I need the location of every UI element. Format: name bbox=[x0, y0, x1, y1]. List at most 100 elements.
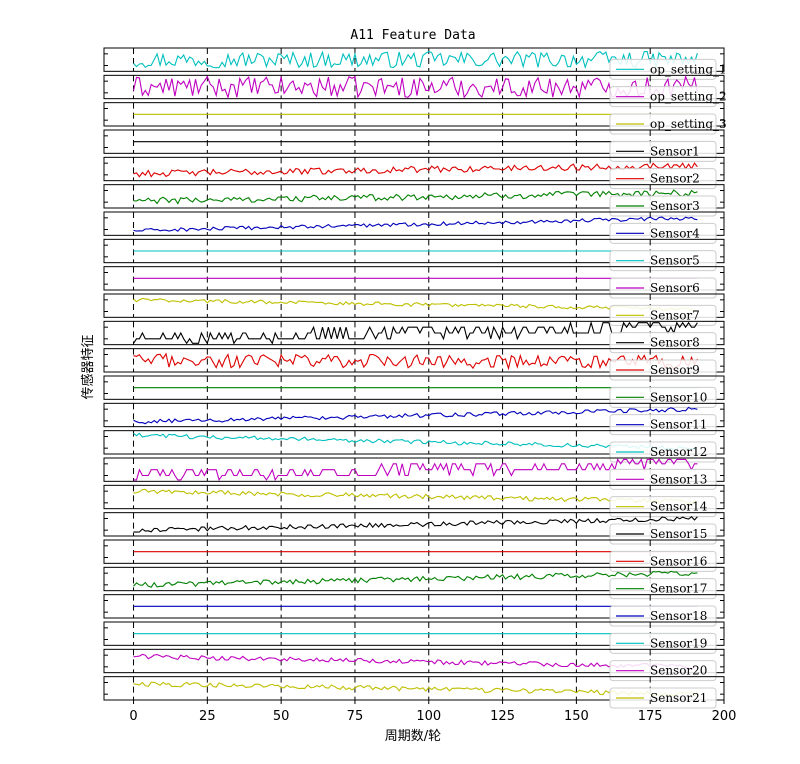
legend-box bbox=[609, 687, 717, 709]
legend-box bbox=[609, 441, 717, 463]
series-line-Sensor8 bbox=[133, 320, 698, 345]
legend-label: Sensor7 bbox=[650, 308, 700, 322]
legend-box bbox=[609, 277, 717, 299]
legend-label: Sensor20 bbox=[650, 664, 707, 678]
panel-Sensor5: Sensor5 bbox=[103, 238, 725, 272]
legend-box bbox=[609, 414, 717, 436]
legend-box bbox=[609, 140, 717, 162]
series-line-Sensor9 bbox=[133, 352, 698, 371]
legend-label: Sensor5 bbox=[650, 254, 700, 268]
legend-box bbox=[609, 386, 717, 408]
legend-Sensor9: Sensor9 bbox=[609, 359, 717, 381]
legend-op_setting_2: op_setting_2 bbox=[609, 86, 727, 108]
legend-label: Sensor2 bbox=[650, 172, 700, 186]
legend-Sensor10: Sensor10 bbox=[609, 386, 717, 408]
legend-label: Sensor1 bbox=[650, 144, 700, 158]
legend-Sensor2: Sensor2 bbox=[609, 168, 717, 190]
legend-label: op_setting_2 bbox=[650, 90, 727, 104]
x-axis-ticks: 0 25 50 75 100 125 150 175 200 bbox=[129, 700, 736, 724]
legend-box bbox=[609, 58, 717, 80]
legend-Sensor7: Sensor7 bbox=[609, 304, 717, 326]
panel-Sensor8: Sensor8 bbox=[103, 320, 725, 354]
panel-Sensor2: Sensor2 bbox=[103, 156, 725, 190]
legend-Sensor6: Sensor6 bbox=[609, 277, 717, 299]
legend-Sensor12: Sensor12 bbox=[609, 441, 717, 463]
legend-Sensor17: Sensor17 bbox=[609, 578, 717, 600]
series-line-Sensor12 bbox=[133, 432, 698, 451]
series-line-Sensor3 bbox=[133, 189, 698, 205]
panel-Sensor7: Sensor7 bbox=[103, 293, 725, 326]
series-line-Sensor13 bbox=[133, 458, 698, 482]
panel-Sensor10: Sensor10 bbox=[103, 375, 725, 408]
legend-Sensor14: Sensor14 bbox=[609, 496, 717, 518]
series-line-Sensor7 bbox=[133, 297, 698, 312]
series-line-Sensor14 bbox=[133, 488, 698, 505]
series-line-Sensor4 bbox=[133, 216, 698, 232]
legend-box bbox=[609, 332, 717, 354]
legend-box bbox=[609, 523, 717, 545]
legend-op_setting_1: op_setting_1 bbox=[609, 58, 727, 80]
panel-Sensor14: Sensor14 bbox=[103, 484, 725, 518]
legend-label: op_setting_1 bbox=[650, 62, 727, 76]
panel-Sensor1: Sensor1 bbox=[103, 129, 725, 162]
panel-Sensor6: Sensor6 bbox=[103, 266, 725, 299]
x-tick-label: 125 bbox=[490, 709, 515, 724]
series-line-op_setting_1 bbox=[133, 50, 698, 70]
x-tick-label: 150 bbox=[564, 709, 589, 724]
x-tick-label: 200 bbox=[712, 709, 737, 724]
panel-Sensor20: Sensor20 bbox=[103, 648, 725, 682]
legend-label: Sensor6 bbox=[650, 281, 700, 295]
legend-label: Sensor11 bbox=[650, 418, 707, 432]
series-line-Sensor17 bbox=[133, 570, 698, 588]
series-line-Sensor11 bbox=[133, 406, 698, 425]
legend-label: Sensor14 bbox=[650, 500, 708, 514]
panel-Sensor19: Sensor19 bbox=[103, 621, 725, 654]
legend-label: Sensor16 bbox=[650, 554, 707, 568]
legend-box bbox=[609, 359, 717, 381]
x-tick-label: 175 bbox=[638, 709, 663, 724]
x-tick-label: 0 bbox=[129, 709, 137, 724]
legend-box bbox=[609, 468, 717, 490]
legend-Sensor13: Sensor13 bbox=[609, 468, 717, 490]
subplot-panels: op_setting_1 op_setting_2 op_setting_3 Sens… bbox=[103, 47, 727, 709]
legend-label: Sensor18 bbox=[650, 609, 707, 623]
legend-label: Sensor21 bbox=[650, 691, 707, 705]
legend-box bbox=[609, 304, 717, 326]
panel-op_setting_1: op_setting_1 bbox=[103, 47, 727, 80]
legend-Sensor8: Sensor8 bbox=[609, 332, 717, 354]
legend-label: Sensor19 bbox=[650, 636, 707, 650]
legend-label: Sensor17 bbox=[650, 582, 707, 596]
panel-Sensor3: Sensor3 bbox=[103, 184, 725, 217]
panel-op_setting_3: op_setting_3 bbox=[103, 102, 727, 135]
panel-Sensor12: Sensor12 bbox=[103, 430, 725, 463]
panel-op_setting_2: op_setting_2 bbox=[103, 74, 727, 108]
legend-box bbox=[609, 550, 717, 572]
legend-label: Sensor4 bbox=[650, 226, 700, 240]
legend-box bbox=[609, 250, 717, 272]
legend-op_setting_3: op_setting_3 bbox=[609, 113, 727, 135]
legend-label: Sensor15 bbox=[650, 527, 707, 541]
legend-label: Sensor12 bbox=[650, 445, 707, 459]
panel-Sensor21: Sensor21 bbox=[103, 676, 725, 709]
legend-Sensor19: Sensor19 bbox=[609, 632, 717, 654]
legend-label: Sensor8 bbox=[650, 336, 700, 350]
legend-box bbox=[609, 168, 717, 190]
panel-Sensor13: Sensor13 bbox=[103, 457, 725, 490]
legend-Sensor5: Sensor5 bbox=[609, 250, 717, 272]
y-axis-label: 传感器特征 bbox=[80, 334, 96, 399]
x-tick-label: 100 bbox=[416, 709, 441, 724]
panel-Sensor18: Sensor18 bbox=[103, 594, 725, 627]
x-tick-label: 25 bbox=[199, 709, 216, 724]
legend-Sensor4: Sensor4 bbox=[609, 222, 717, 244]
panel-Sensor9: Sensor9 bbox=[103, 348, 725, 381]
legend-box bbox=[609, 496, 717, 518]
legend-label: Sensor10 bbox=[650, 390, 707, 404]
legend-box bbox=[609, 195, 717, 217]
panel-Sensor15: Sensor15 bbox=[103, 512, 725, 545]
legend-box bbox=[609, 605, 717, 627]
x-axis-label: 周期数/轮 bbox=[385, 729, 441, 744]
panel-Sensor17: Sensor17 bbox=[103, 566, 725, 600]
panel-Sensor16: Sensor16 bbox=[103, 539, 725, 572]
chart-title: A11 Feature Data bbox=[350, 28, 475, 43]
